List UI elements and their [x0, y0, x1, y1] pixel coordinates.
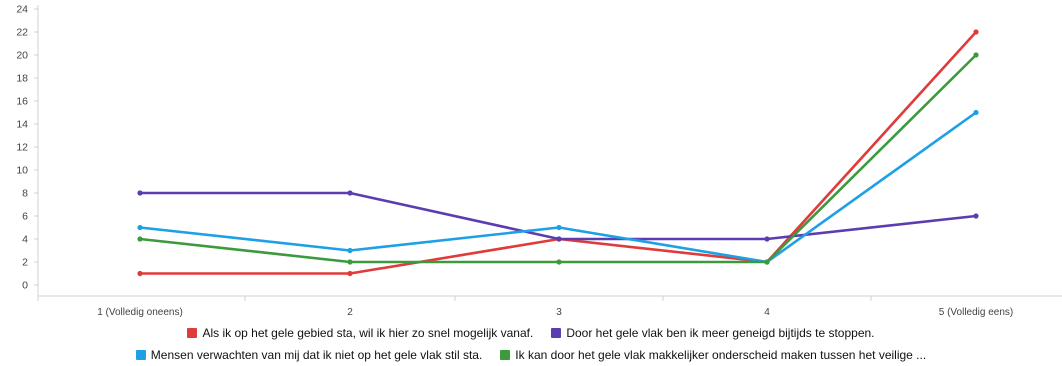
- x-tick-label: 2: [347, 307, 353, 318]
- y-tick-label: 6: [22, 211, 28, 223]
- legend-label: Mensen verwachten van mij dat ik niet op…: [150, 348, 483, 362]
- legend-row-2: Mensen verwachten van mij dat ik niet op…: [0, 348, 1062, 362]
- x-tick-label: 3: [556, 307, 562, 318]
- series-line-2: [138, 191, 978, 241]
- y-tick-label: 8: [22, 188, 28, 200]
- y-tick-label: 0: [22, 280, 28, 292]
- data-point[interactable]: [137, 224, 143, 231]
- legend-item[interactable]: Mensen verwachten van mij dat ik niet op…: [135, 348, 483, 362]
- data-point[interactable]: [137, 270, 143, 277]
- legend-item[interactable]: Als ik op het gele gebied sta, wil ik hi…: [187, 326, 533, 340]
- x-tick-label: 4: [764, 307, 770, 318]
- data-point[interactable]: [137, 236, 143, 242]
- x-tick-label: 5 (Volledig eens): [939, 307, 1014, 318]
- y-tick-label: 20: [16, 50, 28, 62]
- data-point[interactable]: [347, 190, 353, 196]
- y-tick-label: 12: [16, 142, 28, 154]
- data-point[interactable]: [556, 259, 562, 265]
- legend-label: Ik kan door het gele vlak makkelijker on…: [515, 348, 927, 362]
- data-point[interactable]: [556, 236, 562, 242]
- data-point[interactable]: [347, 259, 353, 265]
- y-tick-label: 2: [22, 257, 28, 269]
- data-point[interactable]: [973, 109, 979, 116]
- legend-swatch: [187, 328, 198, 338]
- y-tick-label: 4: [22, 234, 28, 246]
- y-tick-label: 16: [16, 96, 28, 108]
- legend-swatch: [551, 328, 562, 338]
- legend-label: Door het gele vlak ben ik meer geneigd b…: [566, 326, 875, 340]
- data-point[interactable]: [973, 213, 979, 219]
- x-axis: 1 (Volledig oneens) 2 3 4 5 (Volledig eens): [37, 295, 1062, 318]
- y-tick-label: 18: [16, 73, 28, 85]
- data-point[interactable]: [556, 224, 562, 231]
- x-tick-label: 1 (Volledig oneens): [97, 307, 183, 318]
- y-tick-label: 14: [16, 119, 28, 131]
- data-point[interactable]: [347, 247, 353, 254]
- data-point[interactable]: [137, 190, 143, 196]
- data-point[interactable]: [764, 259, 770, 265]
- legend-row-1: Als ik op het gele gebied sta, wil ik hi…: [0, 326, 1062, 340]
- legend-item[interactable]: Ik kan door het gele vlak makkelijker on…: [500, 348, 926, 362]
- data-point[interactable]: [973, 29, 979, 35]
- data-point[interactable]: [347, 270, 353, 277]
- legend-swatch: [135, 350, 146, 360]
- y-tick-label: 24: [16, 4, 28, 16]
- y-tick-label: 22: [16, 27, 28, 39]
- legend-item[interactable]: Door het gele vlak ben ik meer geneigd b…: [551, 326, 875, 340]
- data-point[interactable]: [764, 236, 770, 242]
- y-tick-label: 10: [16, 165, 28, 177]
- legend-swatch: [500, 350, 511, 360]
- legend-label: Als ik op het gele gebied sta, wil ik hi…: [202, 326, 534, 340]
- data-point[interactable]: [973, 52, 979, 58]
- series-lines: [137, 29, 979, 277]
